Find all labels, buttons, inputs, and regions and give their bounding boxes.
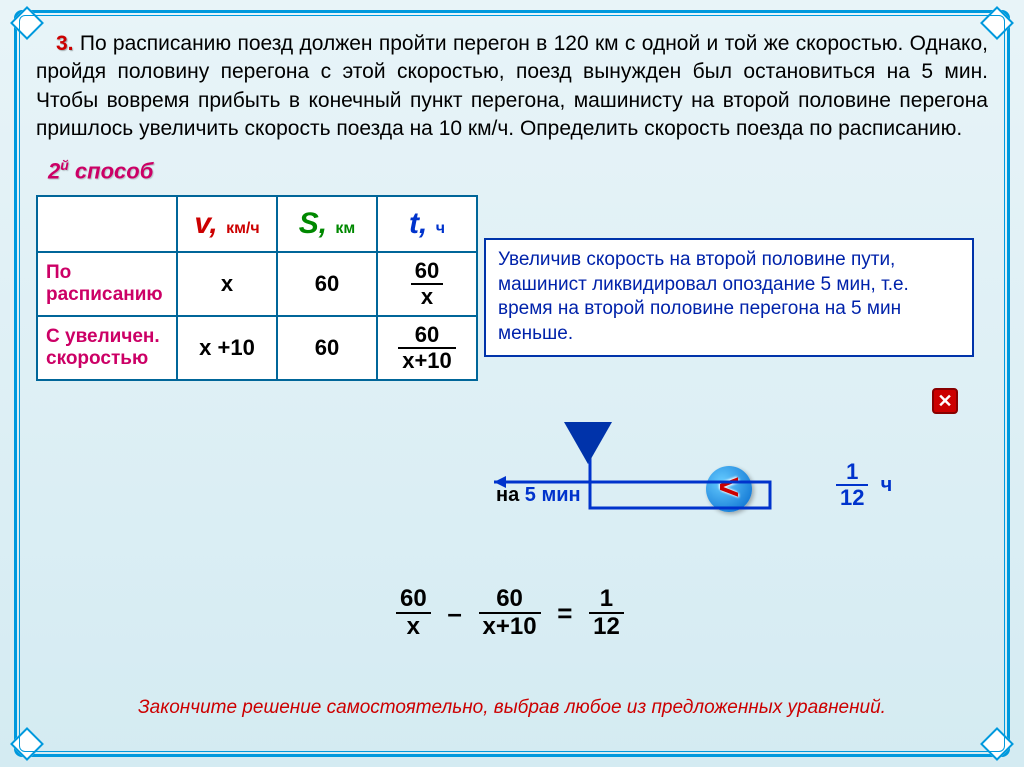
cell-s2: 60 xyxy=(277,316,377,380)
hint-callout: Увеличив скорость на второй половине пут… xyxy=(484,238,974,357)
time-difference-label: на 5 мин xyxy=(496,484,581,507)
cell-t1: 60x xyxy=(377,252,477,316)
row-label-scheduled: По расписанию xyxy=(37,252,177,316)
col-header-velocity: v, км/ч xyxy=(177,196,277,252)
hour-fraction: 112 ч xyxy=(836,460,892,510)
problem-number: 3. xyxy=(56,32,74,55)
table-row: С увеличен. скоростью x +10 60 60x+10 xyxy=(37,316,477,380)
solution-table: v, км/ч S, км t, ч По расписанию x 60 60… xyxy=(36,195,478,382)
footer-instruction: Закончите решение самостоятельно, выбрав… xyxy=(36,697,988,719)
table-corner-cell xyxy=(37,196,177,252)
table-row: По расписанию x 60 60x xyxy=(37,252,477,316)
callout-pointer xyxy=(566,424,610,464)
row-label-increased: С увеличен. скоростью xyxy=(37,316,177,380)
result-equation: 60x – 60x+10 = 112 xyxy=(396,586,624,641)
close-hint-button[interactable]: ✕ xyxy=(932,388,958,414)
less-than-badge: < xyxy=(706,466,752,512)
hint-text: Увеличив скорость на второй половине пут… xyxy=(498,249,909,344)
method-label: 2й способ xyxy=(48,157,988,184)
slide-content: 3. По расписанию поезд должен пройти пер… xyxy=(36,30,988,737)
problem-body: По расписанию поезд должен пройти перего… xyxy=(36,32,988,140)
cell-v2: x +10 xyxy=(177,316,277,380)
col-header-time: t, ч xyxy=(377,196,477,252)
problem-text: 3. По расписанию поезд должен пройти пер… xyxy=(36,30,988,143)
col-header-distance: S, км xyxy=(277,196,377,252)
cell-t2: 60x+10 xyxy=(377,316,477,380)
cell-s1: 60 xyxy=(277,252,377,316)
cell-v1: x xyxy=(177,252,277,316)
